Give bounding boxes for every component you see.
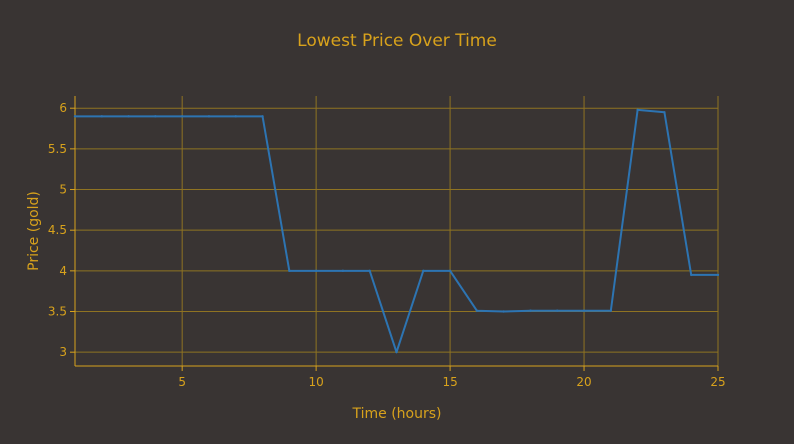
series-point-0-19 xyxy=(582,309,586,312)
series-point-0-7 xyxy=(261,115,264,118)
series-point-0-5 xyxy=(207,115,211,118)
series-point-0-8 xyxy=(288,269,291,273)
series-point-0-11 xyxy=(368,269,371,273)
y-axis-title: Price (gold) xyxy=(26,191,42,271)
y-tick-label-4: 5 xyxy=(59,183,67,197)
series-point-0-22 xyxy=(663,111,666,114)
y-tick-label-6: 6 xyxy=(59,101,67,115)
series-point-0-4 xyxy=(180,115,184,118)
series-point-0-24 xyxy=(716,273,720,277)
series-point-0-12 xyxy=(395,350,398,354)
series-point-0-1 xyxy=(100,115,103,118)
x-tick-label-0: 5 xyxy=(178,375,186,389)
y-tick-label-0: 3 xyxy=(59,345,67,359)
x-tick-label-2: 15 xyxy=(442,375,457,389)
series-point-0-21 xyxy=(636,108,639,112)
x-axis-title: Time (hours) xyxy=(352,406,442,422)
series-point-0-6 xyxy=(234,115,237,118)
x-tick-label-3: 20 xyxy=(576,375,591,389)
y-tick-label-3: 4.5 xyxy=(48,223,67,237)
series-point-0-15 xyxy=(475,309,479,312)
y-tick-label-1: 3.5 xyxy=(48,305,67,319)
series-point-0-23 xyxy=(690,273,693,277)
chart-title: Lowest Price Over Time xyxy=(297,31,497,51)
series-point-0-20 xyxy=(609,309,613,312)
y-tick-label-5: 5.5 xyxy=(48,142,67,156)
series-point-0-0 xyxy=(73,115,77,118)
series-point-0-17 xyxy=(529,309,532,312)
series-point-0-3 xyxy=(154,115,157,118)
x-tick-label-1: 10 xyxy=(308,375,323,389)
tick-marks xyxy=(70,107,719,371)
series-point-0-13 xyxy=(422,269,425,273)
series-point-0-10 xyxy=(341,269,345,273)
y-tick-label-2: 4 xyxy=(59,264,67,278)
series-point-0-9 xyxy=(314,269,318,273)
tick-labels: 5 10 15 20 25 3 3.5 4 4.5 5 5.5 6 xyxy=(48,101,726,389)
x-tick-label-4: 25 xyxy=(710,375,725,389)
series-point-0-16 xyxy=(502,310,505,313)
series-point-0-2 xyxy=(127,115,130,118)
series-point-0-18 xyxy=(556,309,559,312)
series-point-0-14 xyxy=(448,269,452,273)
series-layer xyxy=(73,108,720,354)
